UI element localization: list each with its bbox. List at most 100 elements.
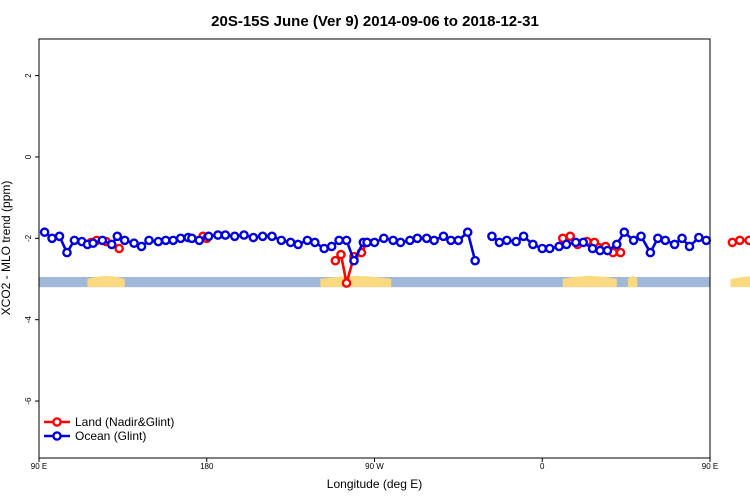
data-point: [438, 231, 449, 242]
data-point: [54, 231, 65, 242]
data-point: [39, 227, 50, 238]
data-point: [336, 249, 346, 260]
y-tick-label: 0: [24, 154, 33, 159]
data-point: [379, 233, 389, 244]
y-tick-label: 2: [24, 73, 33, 78]
data-point: [248, 232, 259, 243]
data-point: [578, 237, 589, 248]
data-point: [187, 233, 197, 244]
data-point: [229, 231, 240, 242]
data-point: [487, 231, 497, 242]
data-point: [341, 235, 352, 246]
data-point: [619, 227, 630, 238]
legend-marker: [52, 431, 62, 441]
data-point: [136, 241, 147, 252]
data-point: [160, 235, 171, 246]
data-point: [326, 241, 337, 252]
data-point: [660, 235, 671, 246]
chart-title: 20S-15S June (Ver 9) 2014-09-06 to 2018-…: [211, 13, 539, 30]
land-band-segment: [320, 275, 392, 288]
y-axis-label: XCO2 - MLO trend (ppm): [0, 181, 13, 316]
data-point: [106, 239, 117, 250]
data-point: [511, 236, 521, 247]
data-point: [462, 227, 473, 238]
data-point: [412, 233, 423, 244]
data-point: [421, 233, 432, 244]
data-point: [470, 255, 480, 266]
axes: 90 E 180 90 W 0 90 E -6 -4 -2 0 2: [24, 73, 718, 471]
data-point: [341, 278, 352, 288]
land-band-segment: [627, 275, 638, 288]
land-band-segment: [562, 275, 617, 288]
data-point: [47, 233, 57, 244]
x-tick-label: 90 E: [702, 462, 718, 471]
data-point: [388, 235, 398, 246]
data-point: [395, 237, 406, 248]
data-point: [330, 255, 341, 266]
data-point: [112, 231, 123, 242]
data-point: [518, 231, 529, 242]
data-point: [544, 243, 555, 254]
data-point: [669, 239, 680, 250]
data-point: [168, 235, 178, 246]
x-tick-label: 90 E: [31, 462, 47, 471]
surface-band: [39, 275, 750, 288]
data-point: [405, 235, 415, 246]
data-point: [561, 239, 572, 250]
data-point: [528, 239, 538, 250]
data-point: [587, 243, 598, 254]
plot-series: [39, 227, 750, 288]
data-point: [554, 241, 564, 252]
x-tick-label: 0: [540, 462, 545, 471]
land-band-segment: [730, 276, 750, 288]
data-point: [636, 231, 646, 242]
data-point: [62, 247, 72, 258]
data-point: [494, 237, 505, 248]
data-point: [220, 230, 231, 240]
data-point: [239, 230, 249, 240]
data-point: [144, 235, 154, 246]
land-band-segment: [87, 275, 125, 288]
y-tick-label: -2: [24, 234, 33, 242]
data-point: [565, 231, 576, 242]
data-point: [293, 239, 303, 250]
data-point: [677, 233, 687, 244]
series-ocean: [39, 227, 712, 266]
data-point: [334, 235, 344, 246]
data-point: [310, 237, 320, 248]
data-point: [595, 245, 605, 256]
data-point: [213, 230, 223, 240]
data-point: [203, 231, 214, 242]
x-axis-label: Longitude (deg E): [327, 477, 422, 491]
data-point: [537, 243, 548, 254]
data-point: [628, 235, 639, 246]
data-point: [194, 235, 205, 246]
data-point: [175, 233, 186, 244]
data-point: [114, 243, 124, 254]
legend-label: Land (Nadir&Glint): [75, 415, 174, 429]
legend: Land (Nadir&Glint)Ocean (Glint): [44, 415, 174, 443]
data-point: [319, 243, 329, 254]
data-point: [684, 241, 695, 252]
data-point: [129, 238, 139, 249]
data-point: [285, 237, 296, 248]
data-point: [362, 237, 372, 248]
legend-label: Ocean (Glint): [75, 429, 146, 443]
data-point: [97, 235, 108, 246]
data-point: [701, 235, 712, 246]
data-point: [653, 233, 663, 244]
data-point: [276, 235, 287, 246]
data-point: [694, 232, 704, 243]
data-point: [349, 255, 359, 266]
data-point: [615, 247, 626, 258]
y-tick-label: -4: [24, 316, 33, 324]
data-point: [727, 237, 738, 248]
data-point: [153, 236, 164, 247]
data-point: [257, 231, 268, 242]
x-tick-label: 90 W: [365, 462, 384, 471]
data-point: [119, 235, 130, 246]
data-point: [612, 239, 622, 250]
data-point: [69, 235, 80, 246]
data-point: [645, 247, 656, 258]
